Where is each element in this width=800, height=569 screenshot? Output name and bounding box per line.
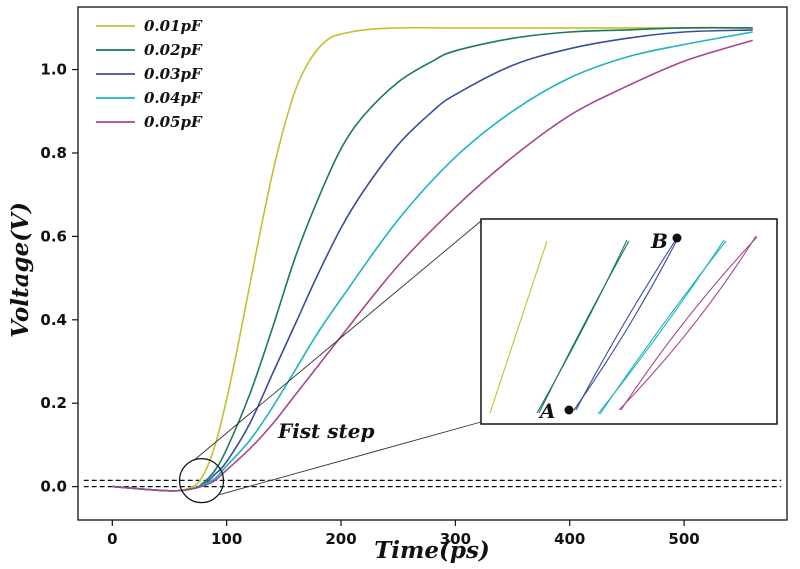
- x-tick-label: 300: [440, 530, 471, 548]
- legend-label-5: 0.05pF: [144, 113, 203, 131]
- y-tick-label: 0.0: [40, 478, 67, 496]
- inset-series-segment: [538, 240, 630, 414]
- inset-series-segment: [573, 235, 680, 411]
- series-line-5: [112, 39, 753, 492]
- x-tick-label: 200: [325, 530, 356, 548]
- series-line-4: [112, 31, 753, 492]
- y-axis-ticks: 0.0 0.2 0.4 0.6 0.8 1.0: [40, 61, 78, 496]
- legend-label-4: 0.04pF: [144, 89, 203, 107]
- y-axis-title: Voltage(V): [7, 202, 34, 338]
- inset-frame: [480, 218, 778, 425]
- y-tick-label: 1.0: [40, 61, 67, 79]
- x-tick-label: 400: [554, 530, 585, 548]
- legend-label-1: 0.01pF: [144, 17, 203, 35]
- y-tick-label: 0.2: [40, 394, 67, 412]
- inset-point-a-label: A: [538, 399, 556, 423]
- x-axis-ticks: 0 100 200 300 400 500: [107, 520, 700, 548]
- zoom-connector-line: [219, 421, 482, 496]
- plot-border: [77, 6, 788, 521]
- plot-area: [77, 6, 788, 521]
- inset-series-segment: [618, 235, 757, 411]
- inset-zoom-panel: AB: [480, 218, 778, 425]
- x-tick-label: 500: [668, 530, 699, 548]
- x-axis-title: Time(ps): [374, 537, 490, 564]
- zoom-connector-line: [193, 220, 482, 461]
- zoom-annotation: [178, 220, 482, 504]
- legend-label-3: 0.03pF: [144, 65, 203, 83]
- y-tick-label: 0.8: [40, 144, 67, 162]
- legend: 0.01pF 0.02pF 0.03pF 0.04pF 0.05pF: [96, 17, 203, 131]
- inset-point-b-marker: [672, 233, 682, 243]
- inset-series-segment: [575, 237, 678, 411]
- y-tick-label: 0.6: [40, 227, 67, 245]
- x-tick-label: 0: [107, 530, 117, 548]
- inset-series-segment: [620, 236, 758, 411]
- inset-point-a-marker: [564, 405, 574, 415]
- series-lines: [112, 26, 753, 492]
- y-tick-label: 0.4: [40, 311, 67, 329]
- series-line-1: [112, 26, 753, 492]
- inset-point-b-label: B: [650, 229, 668, 253]
- annotation-fist-step: Fist step: [277, 419, 374, 443]
- series-line-2: [112, 26, 753, 492]
- legend-label-2: 0.02pF: [144, 41, 203, 59]
- reference-lines: [83, 479, 782, 488]
- x-tick-label: 100: [211, 530, 242, 548]
- inset-series-segment: [599, 240, 727, 415]
- inset-series-segment: [536, 239, 628, 414]
- inset-series-segment: [489, 240, 548, 414]
- zoom-circle: [178, 458, 225, 504]
